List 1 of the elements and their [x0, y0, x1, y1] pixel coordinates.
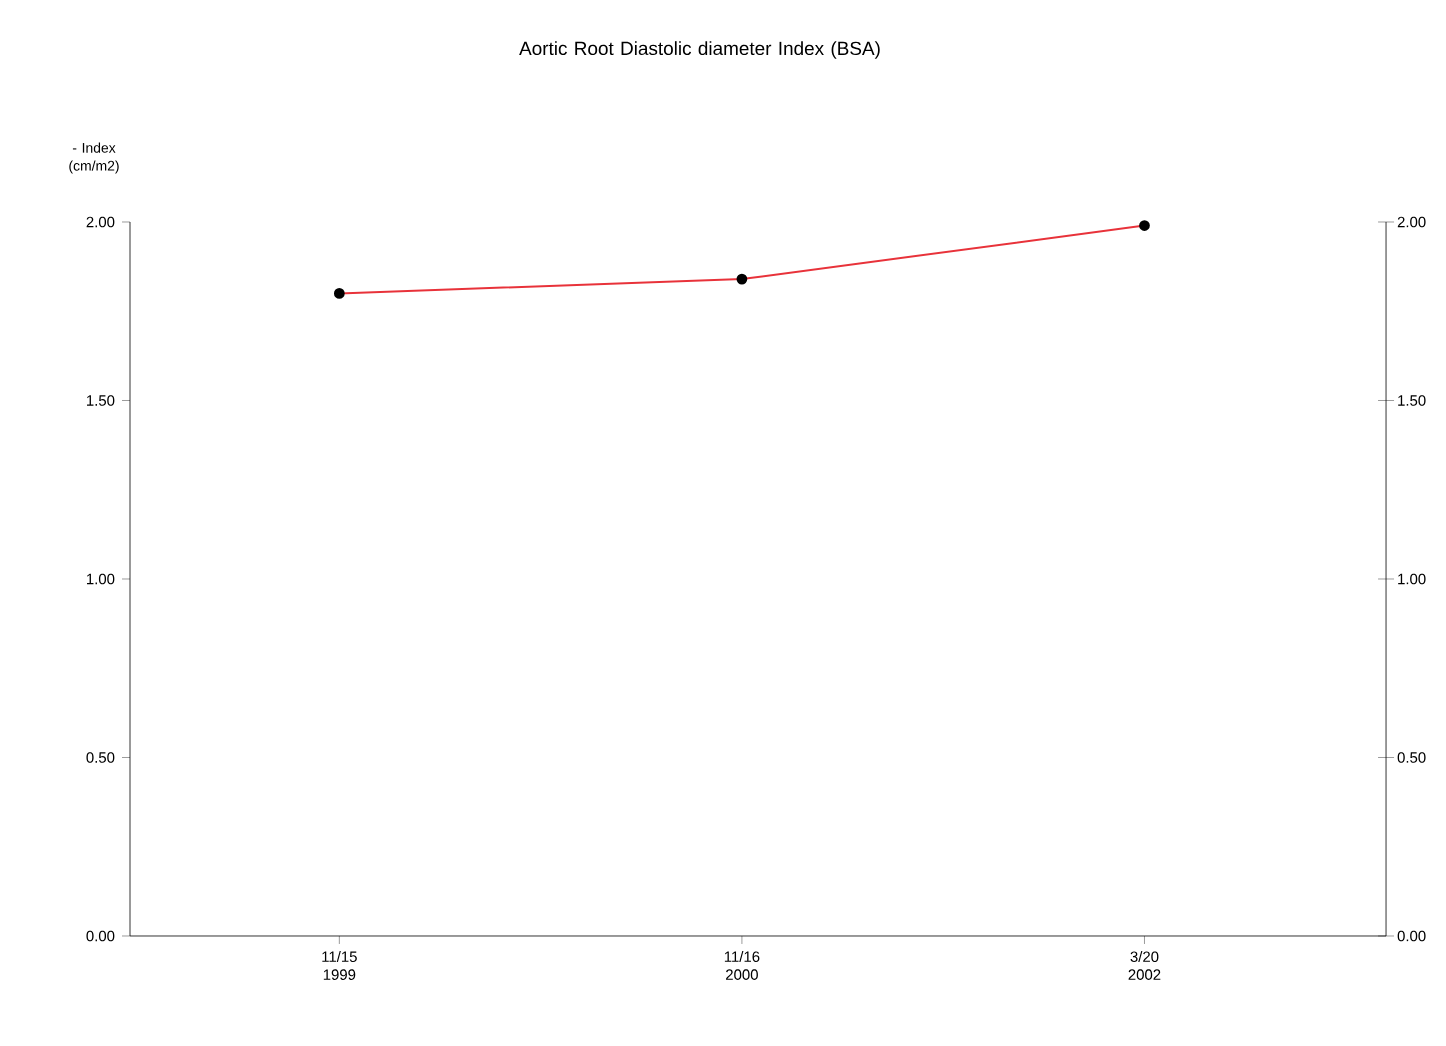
chart-title: Aortic Root Diastolic diameter Index (BSA) — [519, 41, 880, 59]
